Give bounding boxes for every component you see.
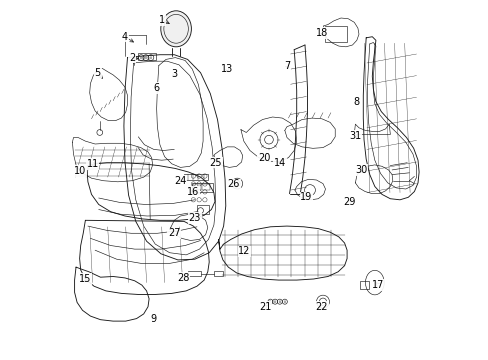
Text: 8: 8 [352,96,358,107]
Text: 26: 26 [227,179,240,189]
Bar [213,271,223,276]
Text: 30: 30 [355,165,367,175]
Text: 27: 27 [168,228,180,238]
Bar [192,183,213,192]
Text: 19: 19 [300,192,312,202]
Text: 13: 13 [221,64,233,74]
Text: 7: 7 [283,60,289,71]
Text: 25: 25 [209,158,222,168]
Text: 31: 31 [348,131,361,141]
Bar [197,205,208,214]
Text: 6: 6 [153,83,159,93]
Bar [325,26,346,42]
Text: 1: 1 [158,15,164,25]
Bar [202,184,209,190]
Ellipse shape [161,11,191,47]
Text: 12: 12 [238,246,250,256]
Bar [183,174,208,180]
Bar [193,184,201,190]
Text: 22: 22 [315,302,327,312]
Text: 28: 28 [177,273,189,283]
Text: 24: 24 [174,176,186,186]
Bar [187,271,201,276]
Text: 23: 23 [188,213,201,223]
Text: 18: 18 [315,28,327,38]
Text: 29: 29 [343,197,355,207]
Bar [359,281,368,289]
Text: 11: 11 [86,159,99,169]
Text: 21: 21 [259,302,271,312]
Text: 14: 14 [273,158,285,168]
Text: 17: 17 [371,280,384,290]
Text: 9: 9 [150,314,157,324]
Text: 2: 2 [129,53,135,63]
Text: 3: 3 [171,69,177,79]
Text: 16: 16 [187,186,199,197]
Bar [138,53,155,60]
Text: 15: 15 [79,274,91,284]
Text: 10: 10 [73,166,85,176]
Text: 5: 5 [94,68,101,78]
Text: 4: 4 [122,32,128,42]
Text: 20: 20 [258,153,270,163]
